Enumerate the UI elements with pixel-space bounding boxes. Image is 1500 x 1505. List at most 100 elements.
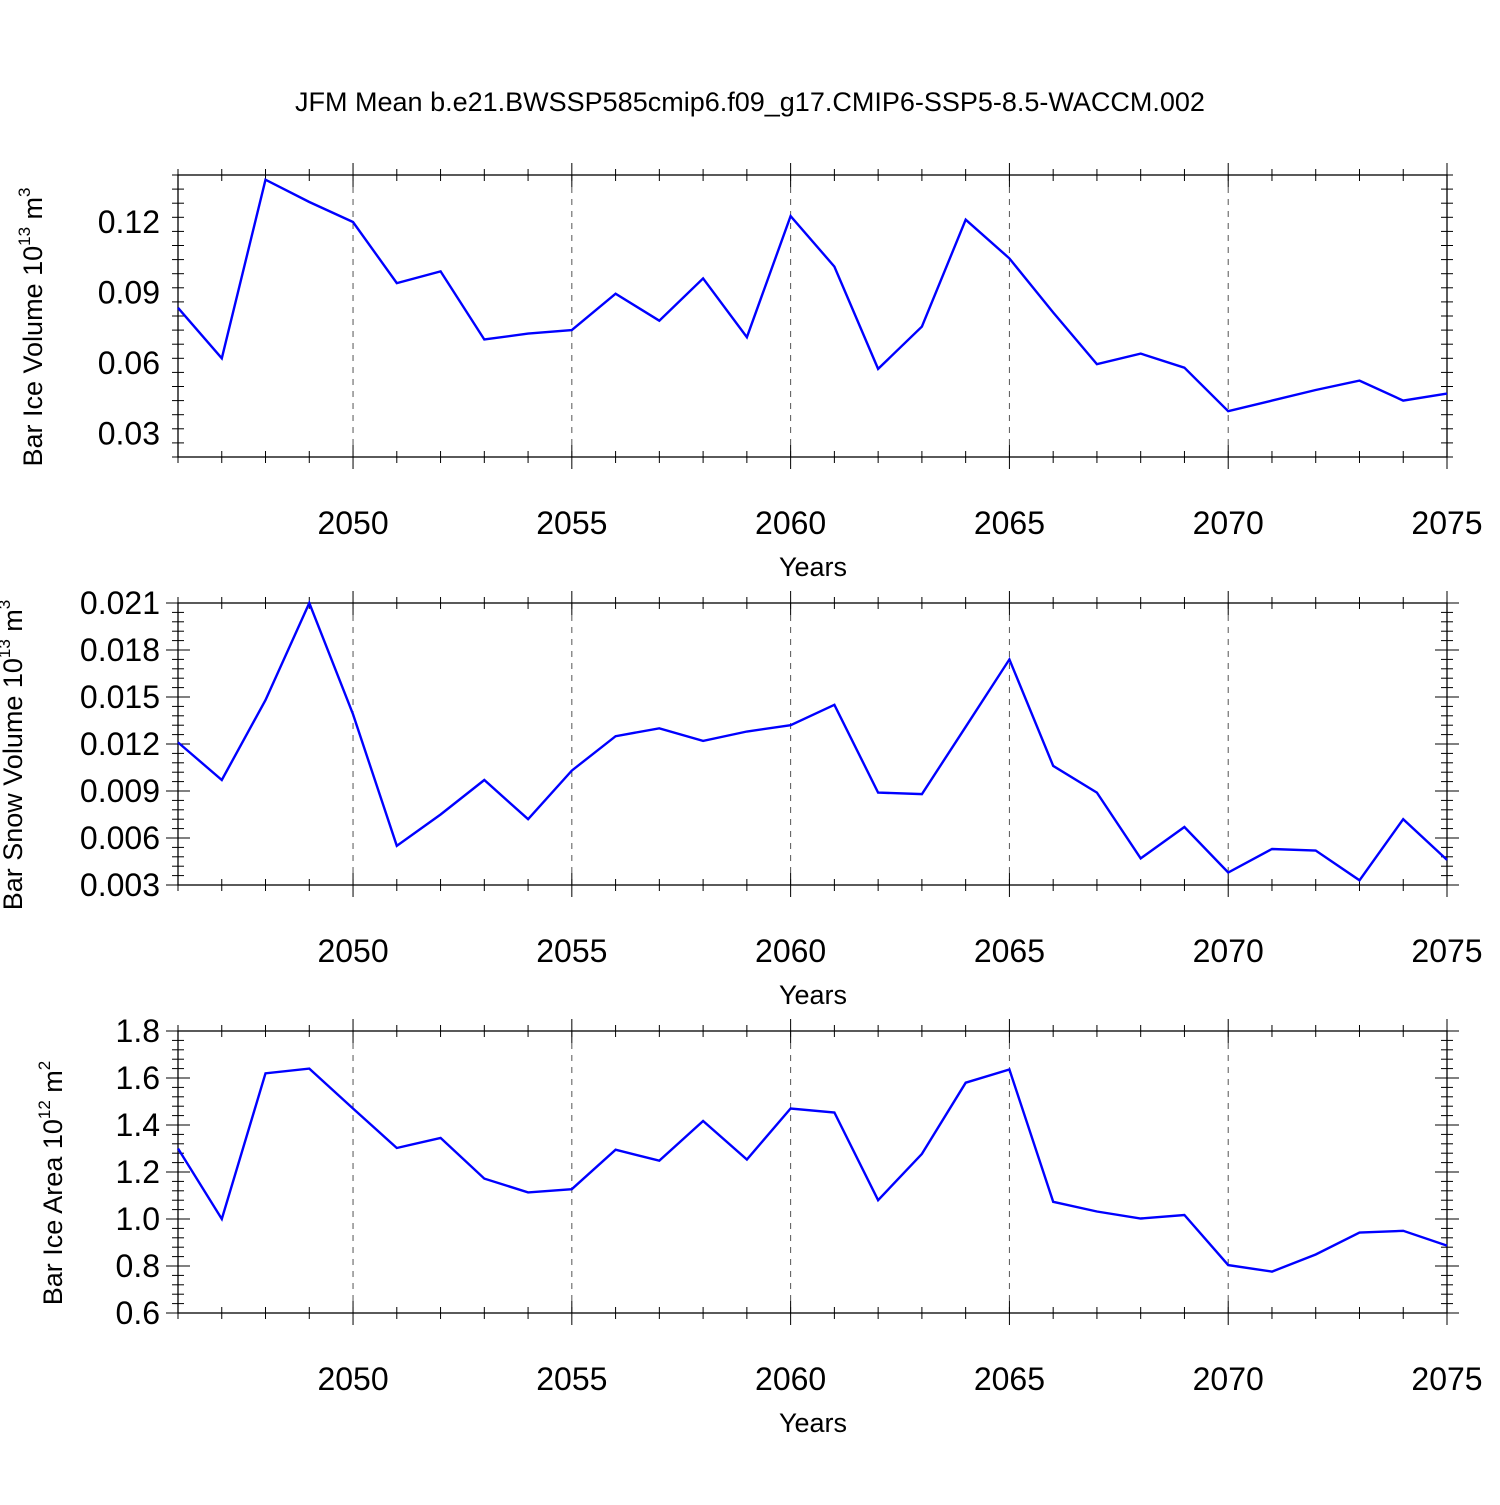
data-point bbox=[1095, 362, 1099, 366]
data-point bbox=[570, 328, 574, 332]
series-line bbox=[177, 599, 1448, 882]
y-tick-label: 0.6 bbox=[116, 1295, 160, 1331]
plot-frame bbox=[177, 602, 1448, 886]
x-tick-label: 2050 bbox=[317, 1361, 388, 1397]
data-point bbox=[832, 1111, 836, 1115]
x-tick-label: 2055 bbox=[536, 933, 607, 969]
data-point bbox=[307, 1067, 311, 1071]
y-axis-label-text: Bar Snow Volume 10 bbox=[0, 658, 28, 910]
y-tick-label: 0.8 bbox=[116, 1248, 160, 1284]
y-tick-label: 0.021 bbox=[80, 585, 160, 621]
data-point bbox=[1314, 388, 1318, 392]
data-point bbox=[920, 792, 924, 796]
data-point bbox=[439, 1136, 443, 1140]
data-point bbox=[264, 1071, 268, 1075]
data-point bbox=[1007, 1068, 1011, 1072]
data-point bbox=[351, 712, 355, 716]
data-point bbox=[526, 332, 530, 336]
y-tick-label: 0.09 bbox=[98, 275, 160, 311]
y-tick-label: 0.015 bbox=[80, 679, 160, 715]
x-tick-label: 2055 bbox=[536, 505, 607, 541]
chart-panel-2: 0.003 0.006 0.009 0.012 0.015 0.018 0.021 2050 2… bbox=[0, 585, 1483, 1010]
x-tick-label: 2065 bbox=[974, 933, 1045, 969]
data-point bbox=[1357, 1231, 1361, 1235]
x-tick-label: 2050 bbox=[317, 505, 388, 541]
data-point bbox=[1226, 870, 1230, 874]
data-point bbox=[570, 1187, 574, 1191]
y-axis-label-unit: m bbox=[18, 197, 48, 227]
x-tick-label: 2055 bbox=[536, 1361, 607, 1397]
data-point bbox=[482, 778, 486, 782]
data-point bbox=[614, 734, 618, 738]
x-tick-label: 2060 bbox=[755, 933, 826, 969]
data-point bbox=[1270, 399, 1274, 403]
y-tick-label: 1.8 bbox=[116, 1013, 160, 1049]
data-point bbox=[920, 325, 924, 329]
x-tick-label: 2050 bbox=[317, 933, 388, 969]
y-axis-label-text: Bar Ice Area 10 bbox=[38, 1119, 68, 1305]
y-axis-label-unit-exponent: 3 bbox=[15, 187, 34, 196]
data-point bbox=[482, 1177, 486, 1181]
data-point bbox=[264, 178, 268, 182]
data-point bbox=[657, 726, 661, 730]
series-line bbox=[176, 1067, 1448, 1273]
data-point bbox=[832, 265, 836, 269]
x-axis-label: Years bbox=[779, 1408, 847, 1438]
y-tick-label: 0.12 bbox=[98, 204, 160, 240]
y-axis-label-unit: m bbox=[0, 609, 28, 639]
data-point bbox=[1401, 399, 1405, 403]
data-point bbox=[876, 791, 880, 795]
data-point bbox=[439, 813, 443, 817]
data-point bbox=[1095, 1209, 1099, 1213]
data-point bbox=[1270, 1270, 1274, 1274]
data-point bbox=[745, 729, 749, 733]
y-tick-label: 1.4 bbox=[116, 1107, 160, 1143]
x-axis-label: Years bbox=[779, 980, 847, 1010]
data-point bbox=[351, 1107, 355, 1111]
y-axis-label-unit-exponent: 2 bbox=[35, 1061, 54, 1070]
data-point bbox=[745, 1158, 749, 1162]
data-point bbox=[176, 1147, 180, 1151]
data-point bbox=[701, 739, 705, 743]
data-point bbox=[1445, 392, 1449, 396]
x-tick-label: 2065 bbox=[974, 1361, 1045, 1397]
data-point bbox=[964, 725, 968, 729]
y-tick-label: 0.009 bbox=[80, 773, 160, 809]
x-tick-label: 2070 bbox=[1193, 505, 1264, 541]
y-axis-label: Bar Ice Volume 1013 m3 bbox=[15, 187, 48, 466]
data-point bbox=[1182, 366, 1186, 370]
y-tick-label: 0.012 bbox=[80, 726, 160, 762]
data-point bbox=[1357, 379, 1361, 383]
y-axis-label: Bar Snow Volume 1013 m3 bbox=[0, 600, 28, 911]
data-point bbox=[1007, 256, 1011, 260]
data-point bbox=[832, 703, 836, 707]
data-point bbox=[526, 1190, 530, 1194]
data-point bbox=[701, 1119, 705, 1123]
x-tick-label: 2060 bbox=[755, 1361, 826, 1397]
data-point bbox=[1445, 858, 1449, 862]
data-point bbox=[351, 220, 355, 224]
data-point bbox=[395, 1146, 399, 1150]
y-tick-label: 0.003 bbox=[80, 867, 160, 903]
chart-panel-1: 0.03 0.06 0.09 0.12 2050 2055 2060 2065 2070 2075… bbox=[15, 163, 1483, 582]
data-point bbox=[1051, 310, 1055, 314]
y-axis-label-exponent: 13 bbox=[15, 227, 34, 246]
data-point bbox=[1314, 849, 1318, 853]
data-point bbox=[395, 281, 399, 285]
data-point bbox=[1270, 847, 1274, 851]
chart-panel-3: 0.6 0.8 1.0 1.2 1.4 1.6 1.8 2050 2055 2060 2065 207… bbox=[35, 1013, 1483, 1438]
data-point bbox=[1139, 1217, 1143, 1221]
data-point bbox=[220, 778, 224, 782]
data-point bbox=[307, 601, 311, 605]
data-point bbox=[964, 218, 968, 222]
data-point bbox=[1226, 409, 1230, 413]
y-tick-label: 0.018 bbox=[80, 632, 160, 668]
data-point bbox=[1051, 764, 1055, 768]
data-point bbox=[1445, 1244, 1449, 1248]
plot-frame bbox=[177, 1030, 1448, 1314]
data-point bbox=[1139, 352, 1143, 356]
data-point bbox=[395, 844, 399, 848]
data-point bbox=[1314, 1252, 1318, 1256]
figure-title: JFM Mean b.e21.BWSSP585cmip6.f09_g17.CMI… bbox=[295, 87, 1205, 117]
